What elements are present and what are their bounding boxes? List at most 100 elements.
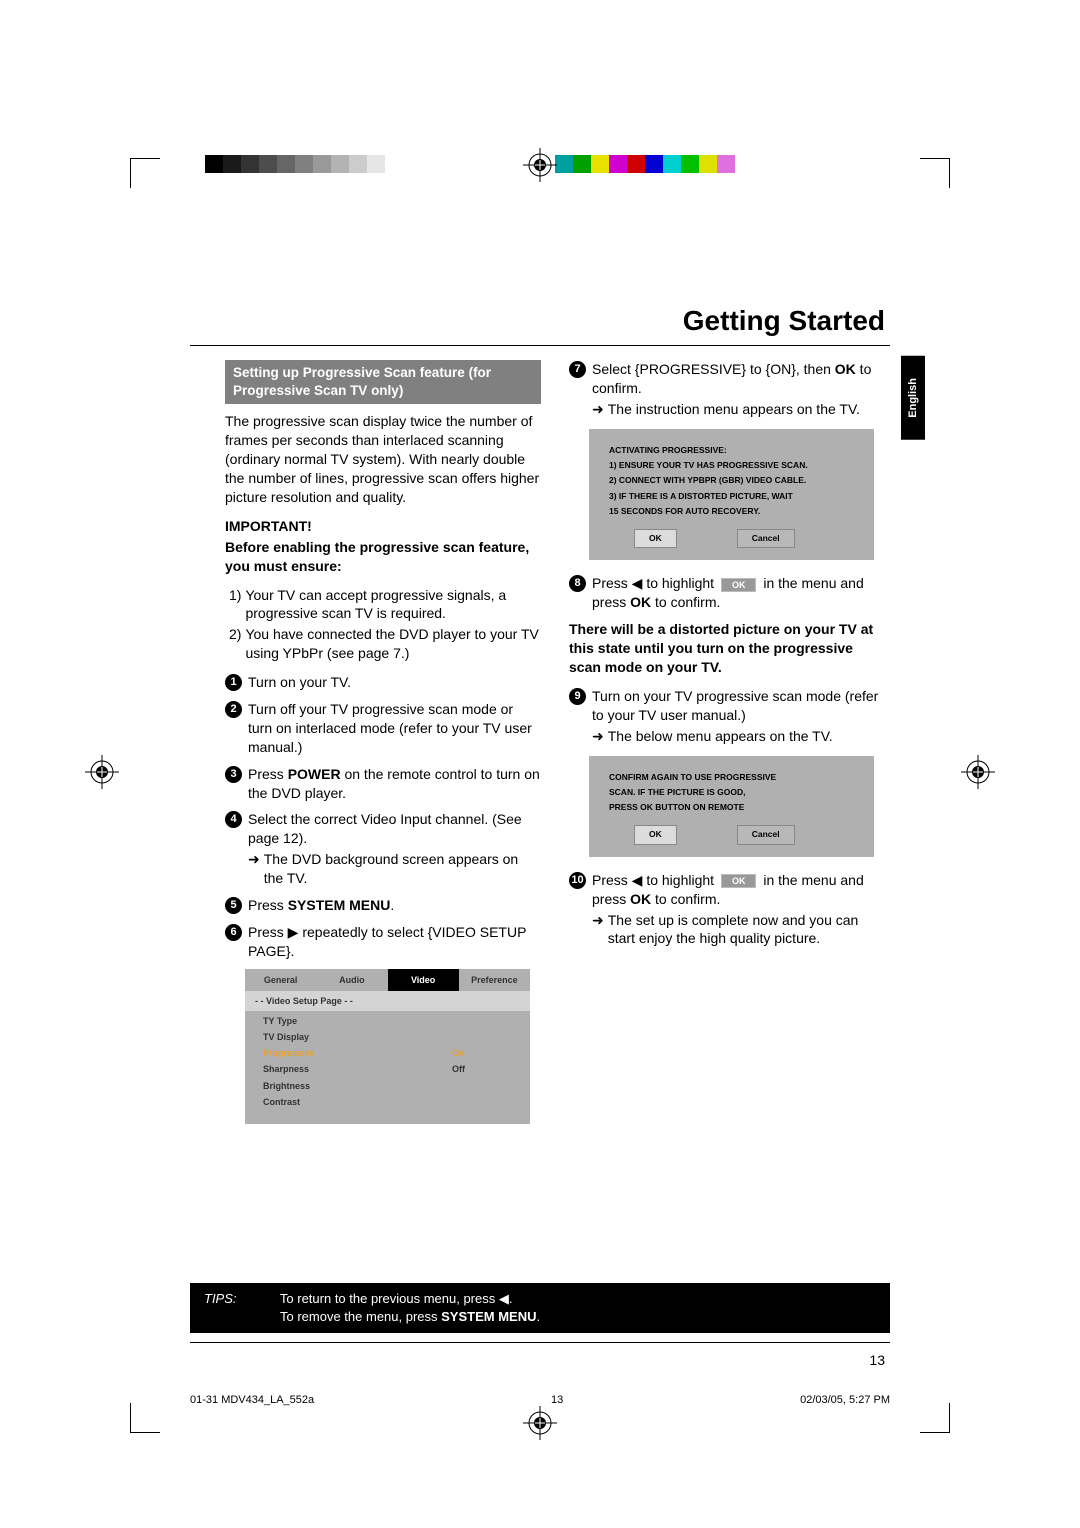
menu-row-label: TY Type [263,1015,452,1027]
menu-tab-audio: Audio [316,969,387,991]
menu-row-label: Contrast [263,1096,452,1108]
ok-button: OK [634,825,677,844]
step-text: Press ◀ to highlight OK in the menu and … [592,871,885,949]
section-heading: Setting up Progressive Scan feature (for… [225,360,541,404]
step-text: Press SYSTEM MENU. [248,897,394,913]
crop-mark-tr [900,158,950,208]
menu-tab-preference: Preference [459,969,530,991]
right-column: 7 Select {PROGRESSIVE} to {ON}, then OK … [569,360,885,1132]
menu-row-value [452,1080,512,1092]
arrow-icon: ➜ [248,850,260,888]
dialog-line: CONFIRM AGAIN TO USE PROGRESSIVE [609,770,854,785]
step-number: 9 [569,688,586,705]
step-number: 8 [569,575,586,592]
page-title: Getting Started [683,305,885,337]
menu-row: Contrast [245,1094,530,1110]
progressive-dialog-1: ACTIVATING PROGRESSIVE:1) ENSURE YOUR TV… [589,429,874,561]
step-1: 1Turn on your TV. [225,673,541,692]
tips-bar: TIPS: To return to the previous menu, pr… [190,1283,890,1333]
crop-mark-tl [130,158,180,208]
dialog-line: SCAN. IF THE PICTURE IS GOOD, [609,785,854,800]
step-number: 2 [225,701,242,718]
menu-row-value [452,1015,512,1027]
dialog-line: 2) CONNECT WITH YPBPR (GBR) VIDEO CABLE. [609,473,854,488]
intro-paragraph: The progressive scan display twice the n… [225,412,541,506]
registration-target-left [85,755,119,789]
menu-row: SharpnessOff [245,1061,530,1077]
step-text: Turn on your TV progressive scan mode (r… [592,688,878,723]
step-6: 6 Press ▶ repeatedly to select {VIDEO SET… [225,923,541,961]
registration-target-right [961,755,995,789]
menu-row: Brightness [245,1078,530,1094]
list-number: 1) [229,586,241,624]
menu-subtitle: - - Video Setup Page - - [245,991,530,1011]
step-number: 10 [569,872,586,889]
step-text: Select {PROGRESSIVE} to {ON}, then OK to… [592,361,871,396]
menu-tab-general: General [245,969,316,991]
step-sub: The set up is complete now and you can s… [608,911,885,949]
menu-row-value: On [452,1047,512,1059]
dialog-line: PRESS OK BUTTON ON REMOTE [609,800,854,815]
step-7: 7 Select {PROGRESSIVE} to {ON}, then OK … [569,360,885,419]
left-column: Setting up Progressive Scan feature (for… [225,360,541,1132]
step-number: 3 [225,766,242,783]
cancel-button: Cancel [737,529,795,548]
step-8: 8 Press ◀ to highlight OK in the menu an… [569,574,885,612]
dialog-line: 1) ENSURE YOUR TV HAS PROGRESSIVE SCAN. [609,458,854,473]
arrow-icon: ➜ [592,400,604,419]
tips-label: TIPS: [204,1291,237,1306]
menu-row-label: Progressive [263,1047,452,1059]
menu-row: ProgressiveOn [245,1045,530,1061]
menu-row-label: Sharpness [263,1063,452,1075]
menu-row: TV Display [245,1029,530,1045]
step-sub: The instruction menu appears on the TV. [608,400,860,419]
distortion-warning: There will be a distorted picture on you… [569,620,885,677]
menu-row-label: Brightness [263,1080,452,1092]
video-setup-menu: GeneralAudioVideoPreference - - Video Se… [245,969,530,1124]
dialog-line: 3) IF THERE IS A DISTORTED PICTURE, WAIT [609,489,854,504]
step-text: Press ▶ repeatedly to select {VIDEO SETU… [248,924,526,959]
ok-inline-icon: OK [721,578,757,592]
step-text: Press ◀ to highlight OK in the menu and … [592,574,885,612]
step-10: 10 Press ◀ to highlight OK in the menu a… [569,871,885,949]
ensure-list: 1)Your TV can accept progressive signals… [229,586,541,664]
language-tab: English [901,356,925,440]
important-label: IMPORTANT! [225,517,541,536]
step-4: 4 Select the correct Video Input channel.… [225,810,541,888]
step-number: 5 [225,897,242,914]
step-sub: The DVD background screen appears on the… [264,850,541,888]
footer-doc: 01-31 MDV434_LA_552a [190,1394,314,1406]
step-3: 3 Press POWER on the remote control to tu… [225,765,541,803]
step-sub: The below menu appears on the TV. [608,727,833,746]
page-number: 13 [869,1352,885,1368]
ok-button: OK [634,529,677,548]
list-text: Your TV can accept progressive signals, … [245,586,541,624]
menu-tab-video: Video [388,969,459,991]
registration-target-bottom [523,1406,557,1440]
ok-inline-icon: OK [721,874,757,888]
color-bar [555,155,753,173]
step-text: Press POWER on the remote control to tur… [248,766,540,801]
menu-row: TY Type [245,1013,530,1029]
menu-row-value [452,1096,512,1108]
step-9: 9 Turn on your TV progressive scan mode … [569,687,885,746]
dialog-line: ACTIVATING PROGRESSIVE: [609,443,854,458]
divider-top [190,345,890,346]
menu-row-label: TV Display [263,1031,452,1043]
arrow-icon: ➜ [592,727,604,746]
list-number: 2) [229,625,241,663]
dialog-line: 15 SECONDS FOR AUTO RECOVERY. [609,504,854,519]
footer-meta: 01-31 MDV434_LA_552a 13 02/03/05, 5:27 P… [190,1394,890,1406]
divider-bottom [190,1342,890,1343]
crop-mark-br [900,1383,950,1433]
step-text: Select the correct Video Input channel. … [248,811,522,846]
tips-line-1: To return to the previous menu, press ◀. [280,1291,513,1306]
step-2: 2Turn off your TV progressive scan mode … [225,700,541,757]
step-text: Turn on your TV. [248,674,351,690]
step-number: 6 [225,924,242,941]
step-number: 4 [225,811,242,828]
progressive-dialog-2: CONFIRM AGAIN TO USE PROGRESSIVESCAN. IF… [589,756,874,857]
step-5: 5 Press SYSTEM MENU. [225,896,541,915]
footer-date: 02/03/05, 5:27 PM [800,1394,890,1406]
registration-target-top [523,148,557,182]
